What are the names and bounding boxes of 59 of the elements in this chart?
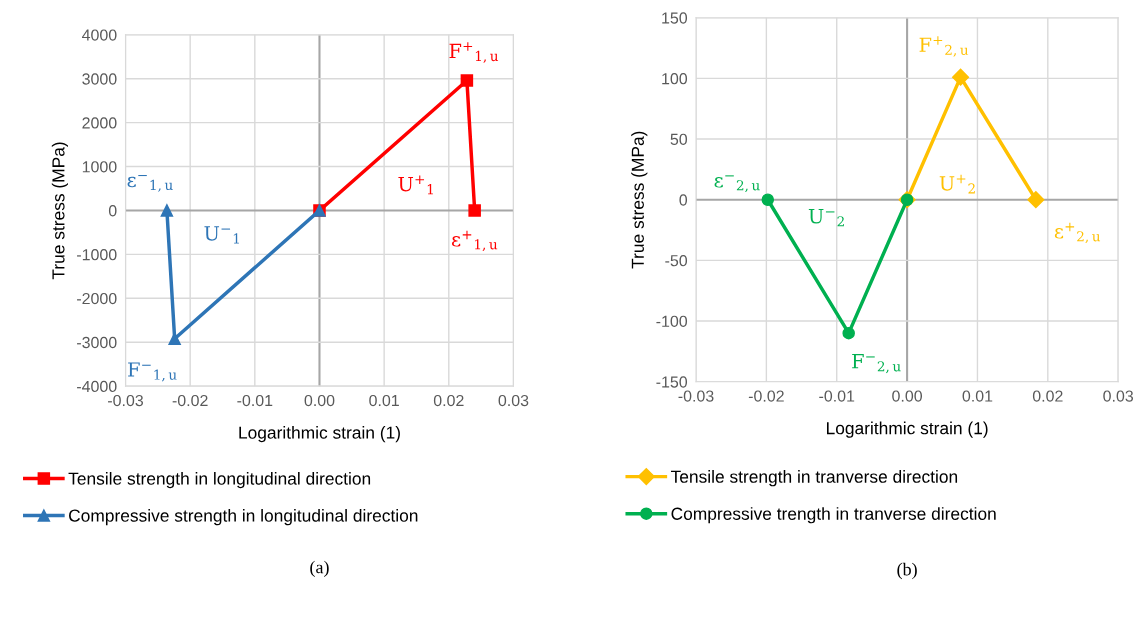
x-tick-label: 0.00 — [892, 390, 923, 402]
x-tick-label: -0.03 — [108, 394, 144, 407]
x-tick-label: -0.02 — [172, 394, 208, 407]
point — [1027, 191, 1045, 209]
y-tick-label: 0 — [679, 194, 688, 206]
text: (a) — [310, 560, 329, 577]
y-tick-label: 150 — [662, 12, 688, 24]
point — [842, 326, 855, 340]
annotation: ε$^{−}$$_{1,u}$ — [127, 174, 173, 192]
annotation: U$^{+}$$_{2}$ — [939, 174, 975, 194]
y-tick-label: 2000 — [82, 117, 117, 129]
y-tick-label: -4000 — [77, 380, 117, 393]
annotation: ε$^{−}$$_{2,u}$ — [714, 175, 760, 193]
x-tick-label: -0.02 — [748, 390, 784, 402]
y-axis-title: True stress (MPa) — [51, 142, 68, 280]
x-tick-label: -0.01 — [819, 390, 855, 402]
legend-label: Compressive trength in tranverse direction — [671, 507, 996, 524]
x-axis-title: Logarithmic strain (1) — [239, 426, 400, 443]
text: (b) — [897, 562, 917, 580]
x-tick-label: 0.00 — [304, 394, 335, 407]
x-tick-label: 0.03 — [1103, 390, 1134, 402]
annotation: ε$^{+}$$_{1,u}$ — [451, 230, 498, 252]
point — [460, 74, 474, 87]
x-tick-label: 0.02 — [1032, 390, 1063, 402]
x-tick-label: 0.01 — [962, 390, 993, 402]
y-tick-label: -100 — [656, 315, 688, 327]
x-tick-label: -0.03 — [678, 390, 714, 402]
x-tick-label: 0.01 — [369, 394, 399, 407]
annotation: F$^{+}$$_{1,u}$ — [449, 42, 499, 63]
x-tick-label: -0.01 — [237, 394, 273, 407]
point — [468, 204, 481, 217]
y-tick-label: 100 — [662, 73, 688, 85]
point — [160, 204, 174, 217]
x-tick-label: 0.03 — [498, 394, 529, 407]
y-tick-label: 1000 — [82, 161, 117, 173]
y-tick-label: 4000 — [82, 29, 117, 41]
x-axis-title: Logarithmic strain (1) — [827, 421, 988, 438]
y-tick-label: 50 — [670, 133, 688, 145]
point — [952, 68, 970, 86]
legend-label: Tensile strength in tranverse direction — [670, 470, 958, 487]
y-tick-label: -2000 — [77, 292, 117, 305]
point — [761, 193, 775, 206]
annotation: U$^{−}$$_{2}$ — [808, 209, 844, 227]
annotation: F$^{−}$$_{2,u}$ — [852, 354, 901, 374]
annotation: U$^{+}$$_{1}$ — [398, 175, 433, 195]
y-axis-title: True stress (MPa) — [631, 131, 648, 269]
y-tick-label: -1000 — [77, 249, 117, 261]
y-tick-label: -150 — [656, 376, 688, 388]
legend-label: Tensile strength in longitudinal direction — [68, 472, 371, 489]
annotation: F$^{+}$$_{2,u}$ — [919, 36, 969, 57]
y-tick-label: -3000 — [77, 336, 117, 349]
annotation: U$^{−}$$_{1}$ — [204, 226, 239, 244]
y-tick-label: 3000 — [82, 73, 117, 85]
y-tick-label: -50 — [665, 255, 688, 267]
legend-label: Compressive strength in longitudinal direction — [69, 509, 418, 526]
y-tick-label: 0 — [108, 205, 117, 217]
annotation: F$^{−}$$_{1,u}$ — [128, 362, 177, 382]
x-tick-label: 0.02 — [433, 394, 464, 407]
annotation: ε$^{+}$$_{2,u}$ — [1054, 222, 1101, 244]
